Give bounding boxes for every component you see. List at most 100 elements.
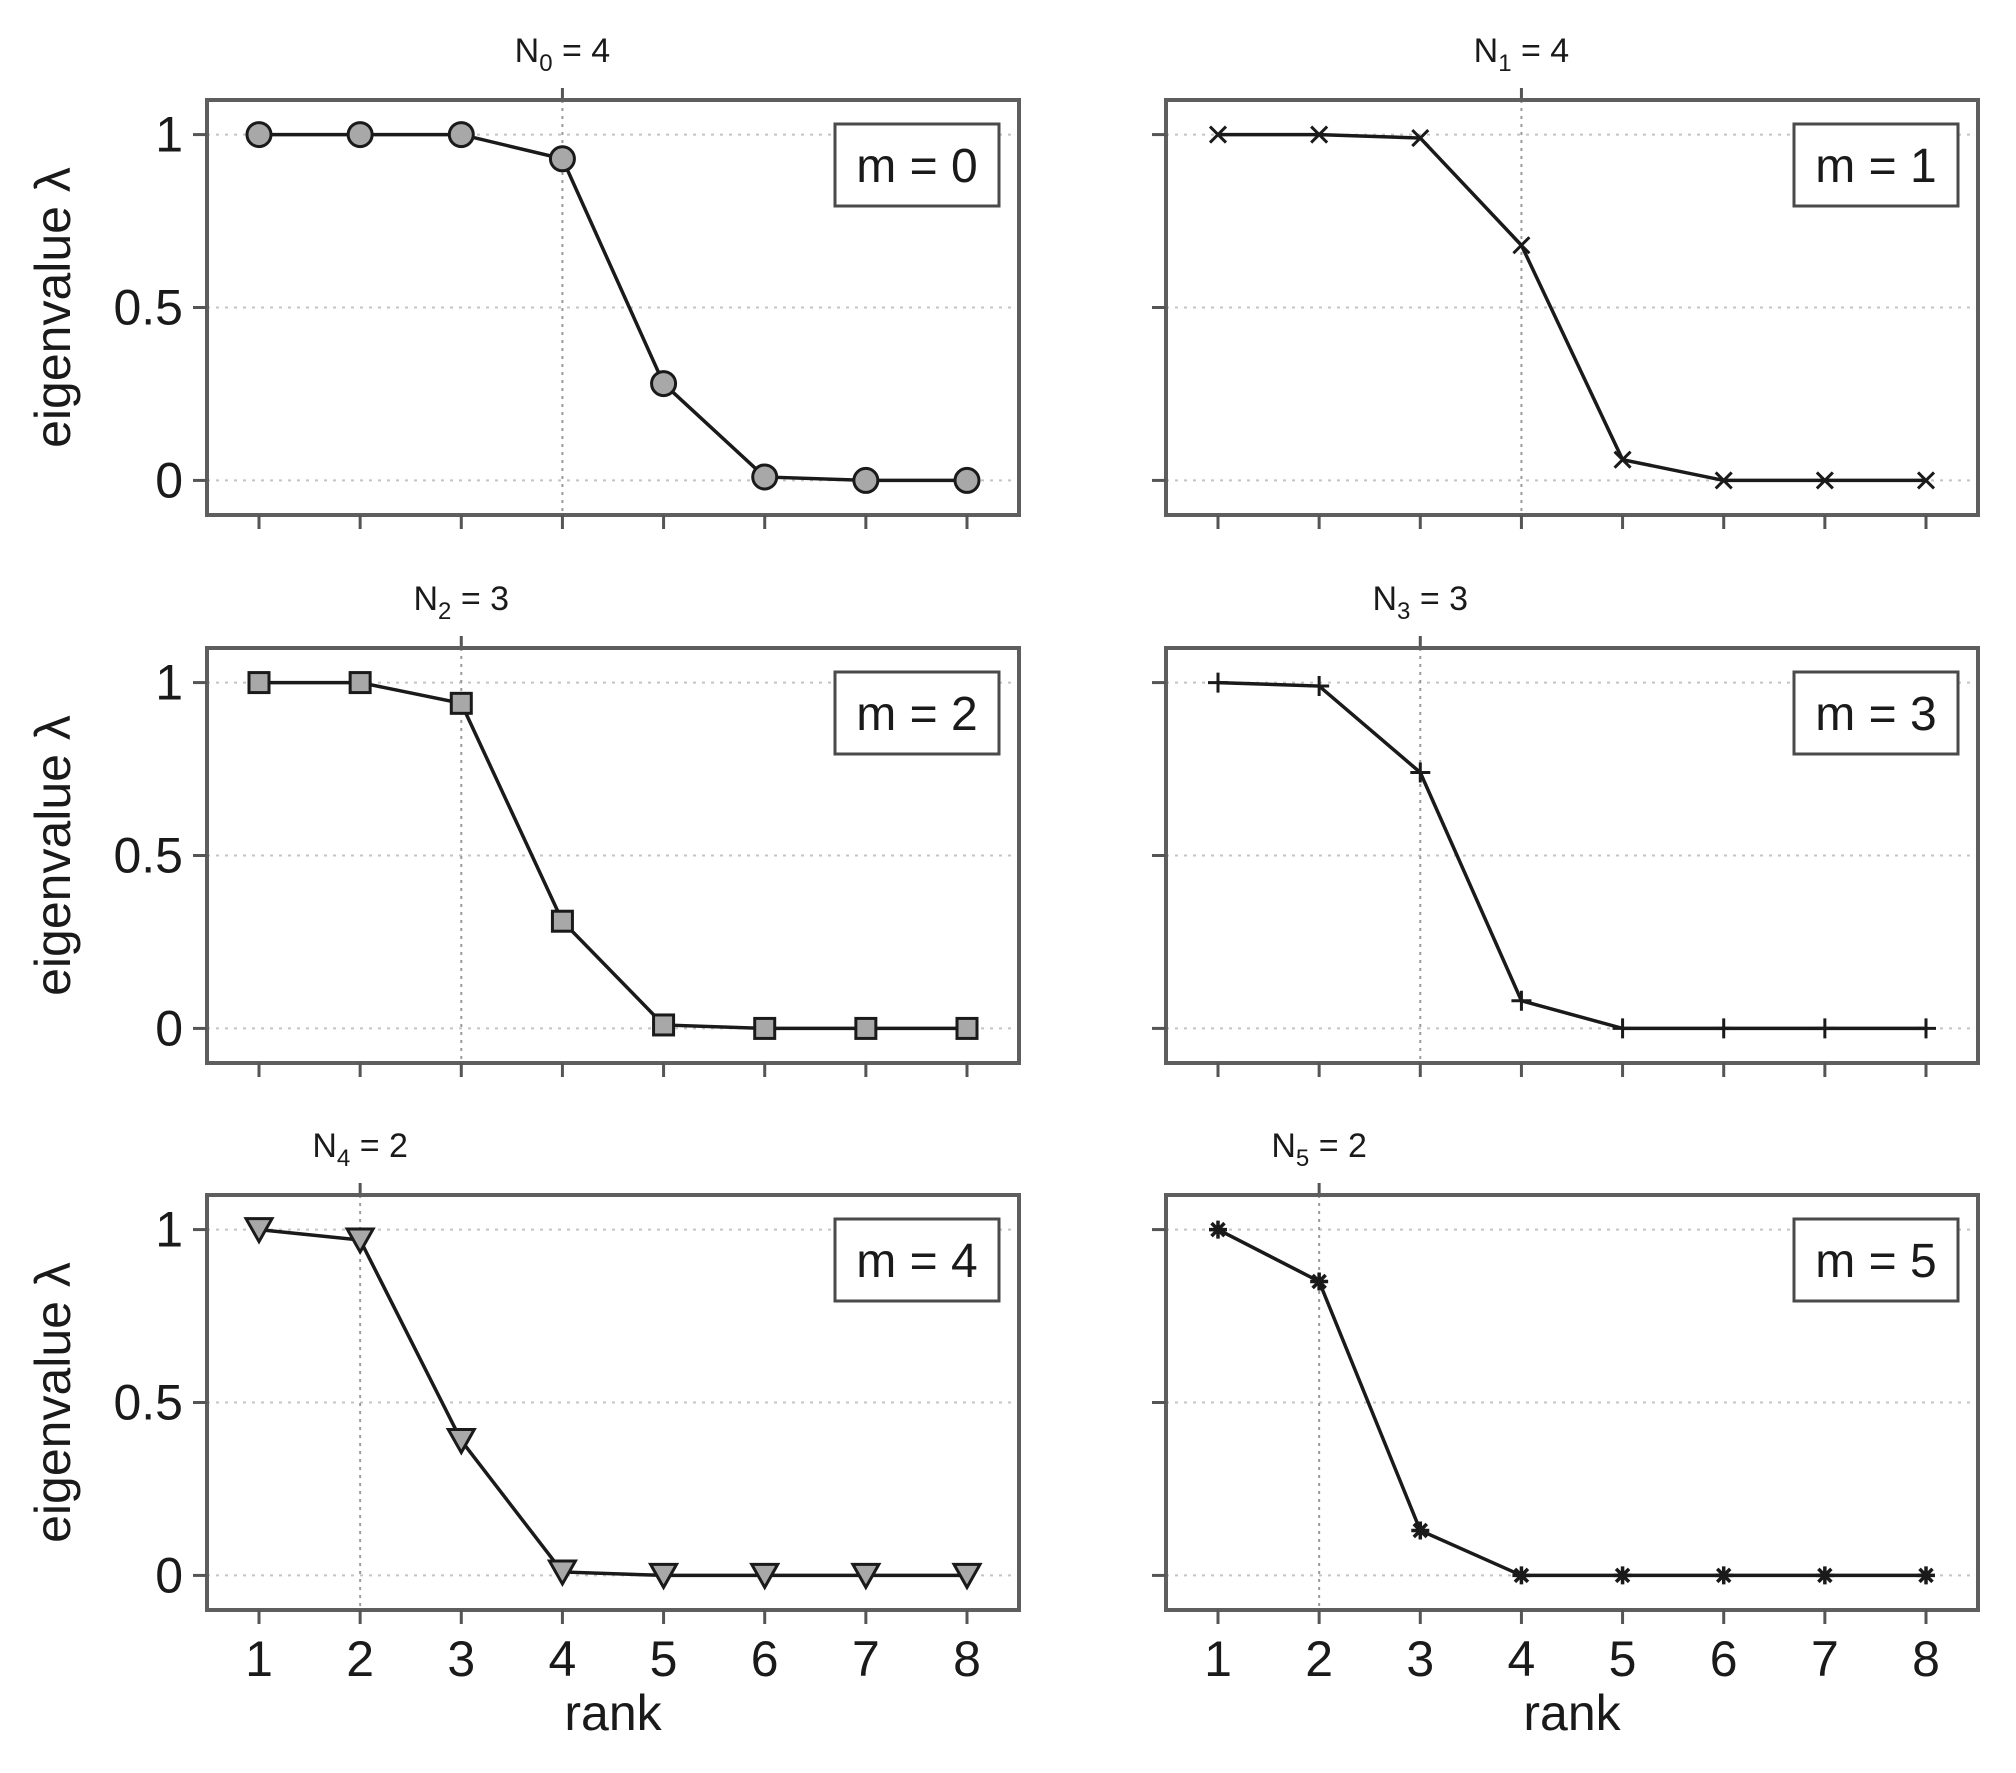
panel-2-title-base: N	[413, 580, 438, 618]
panel-3-point-6	[1713, 1018, 1734, 1039]
panel-2-ytick-label-1: 0.5	[113, 828, 183, 884]
panel-1-point-4	[1512, 236, 1531, 255]
panel-0-point-8	[953, 466, 981, 494]
panel-0-title-subscript: 0	[539, 50, 552, 77]
panel-3-legend-label: m = 3	[1815, 688, 1936, 741]
panel-1-title: N1 = 4	[1474, 32, 1570, 77]
panel-4-title-base: N	[312, 1127, 337, 1165]
panel-3-legend-box	[1792, 670, 1960, 756]
panel-3-point-1	[1208, 672, 1228, 693]
panel-0-title-rest: = 4	[553, 32, 611, 70]
panel-4-xtick-label-3: 4	[549, 1631, 577, 1687]
panel-5-xlabel: rank	[1523, 1685, 1621, 1741]
panel-4-xtick-label-7: 8	[953, 1631, 981, 1687]
panel-3-title: N3 = 3	[1372, 580, 1468, 625]
panel-1-point-5	[1613, 450, 1632, 469]
panel-0-point-7	[852, 466, 880, 494]
panel-5-point-1	[1209, 1220, 1227, 1239]
panel-5-xtick-label-7: 8	[1912, 1631, 1940, 1687]
panel-5-xtick-label-1: 2	[1305, 1631, 1333, 1687]
panel-5-xtick-label-2: 3	[1406, 1631, 1434, 1687]
panel-1-title-subscript: 1	[1498, 50, 1511, 77]
panel-4-point-8	[951, 1562, 983, 1591]
panel-5-point-2	[1310, 1272, 1329, 1291]
panel-2-point-3	[449, 691, 473, 715]
panel-2-point-2	[348, 671, 372, 695]
panel-2-ytick-label-0: 0	[155, 1000, 183, 1056]
panel-4-xlabel: rank	[564, 1685, 662, 1741]
panel-3-title-rest: = 3	[1410, 580, 1468, 618]
panel-1-point-2	[1310, 125, 1329, 144]
panel-4-point-7	[850, 1562, 882, 1591]
panel-0-point-1	[245, 121, 273, 149]
panel-0-legend-label: m = 0	[856, 140, 977, 193]
panel-2-point-4	[550, 909, 574, 933]
panel-3-point-8	[1916, 1018, 1936, 1039]
panel-1-legend-label: m = 1	[1815, 140, 1936, 193]
panel-4-xtick-label-0: 1	[245, 1631, 273, 1687]
panel-5-title: N5 = 2	[1271, 1127, 1367, 1172]
panel-2-ylabel: eigenvalue λ	[25, 715, 81, 996]
panel-2-series-line	[259, 680, 967, 1031]
panel-0-series-line	[259, 132, 967, 483]
panel-0-ytick-label-2: 1	[155, 107, 183, 163]
panel-2-title: N2 = 3	[413, 580, 509, 625]
panel-0-point-6	[751, 463, 779, 491]
panel-5-point-3	[1411, 1521, 1430, 1540]
panel-2-point-6	[753, 1016, 777, 1040]
panel-5-title-subscript: 5	[1296, 1145, 1309, 1172]
panel-3-point-3	[1410, 762, 1431, 783]
panel-0-ytick-label-1: 0.5	[113, 280, 183, 336]
panel-4-series-line	[258, 1227, 967, 1578]
panel-0-ylabel: eigenvalue λ	[25, 167, 81, 448]
panel-2-point-7	[854, 1016, 878, 1040]
panel-3-point-7	[1814, 1018, 1835, 1039]
panel-1-series-line	[1218, 132, 1926, 483]
panel-2-legend-label: m = 2	[856, 688, 977, 741]
panel-3-series-line	[1217, 680, 1926, 1031]
panel-4-title: N4 = 2	[312, 1127, 408, 1172]
panel-4-xtick-label-6: 7	[852, 1631, 880, 1687]
panel-2-title-subscript: 2	[438, 598, 451, 625]
panel-5-legend-box	[1792, 1217, 1960, 1303]
panel-4-point-5	[648, 1562, 680, 1591]
panel-4-ytick-label-1: 0.5	[113, 1375, 183, 1431]
panel-4-ytick-label-0: 0	[155, 1547, 183, 1603]
panel-4-point-1	[243, 1217, 275, 1245]
panel-4-ytick-label-2: 1	[155, 1202, 183, 1258]
panel-4-legend-label: m = 4	[856, 1235, 977, 1288]
panel-2-legend-box	[833, 670, 1001, 756]
panel-5-legend-label: m = 5	[1815, 1235, 1936, 1288]
panel-0-point-5	[650, 370, 678, 398]
panel-0-ytick-label-0: 0	[155, 452, 183, 508]
panel-5-title-base: N	[1271, 1127, 1296, 1165]
panel-4-title-subscript: 4	[337, 1145, 350, 1172]
panel-5-point-6	[1714, 1566, 1733, 1585]
panel-5-series-line	[1217, 1228, 1926, 1578]
panel-2-title-rest: = 3	[451, 580, 509, 618]
panel-1-point-1	[1208, 125, 1228, 144]
panel-1-point-3	[1411, 128, 1430, 148]
panel-1-point-8	[1916, 471, 1936, 490]
panel-4-xtick-label-1: 2	[346, 1631, 374, 1687]
panel-0-point-2	[346, 121, 374, 149]
panel-4-xtick-label-2: 3	[447, 1631, 475, 1687]
panel-5-xtick-label-4: 5	[1609, 1631, 1637, 1687]
panel-0-title-base: N	[515, 32, 540, 70]
panel-2-point-8	[955, 1016, 979, 1040]
panel-0-point-4	[548, 145, 576, 173]
panel-5-point-5	[1613, 1566, 1632, 1585]
panel-2-ytick-label-2: 1	[155, 655, 183, 711]
panel-4-legend-box	[833, 1217, 1001, 1303]
panel-4-point-3	[445, 1428, 477, 1456]
panel-4-xtick-label-5: 6	[751, 1631, 779, 1687]
panel-1-point-6	[1714, 471, 1733, 490]
panel-2-point-1	[247, 671, 271, 695]
panel-3-title-base: N	[1372, 580, 1397, 618]
panel-5-xtick-label-3: 4	[1508, 1631, 1536, 1687]
panel-3: N3 = 3 m = 3	[1152, 580, 1980, 1077]
